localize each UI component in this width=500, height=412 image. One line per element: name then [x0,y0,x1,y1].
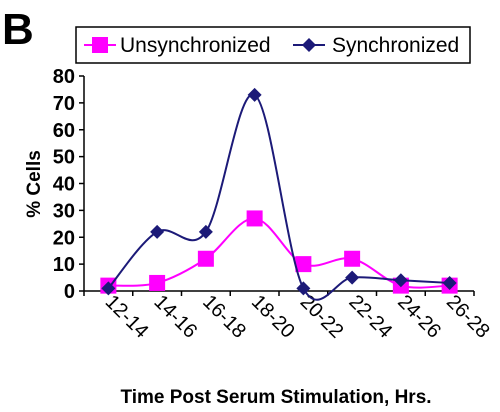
legend-synchronized-label: Synchronized [332,34,459,57]
data-point-synchronized [247,87,262,102]
data-point-unsynchronized [149,274,166,291]
y-tick-label: 60 [53,120,75,142]
data-point-unsynchronized [197,250,214,267]
x-tick-label: 22-24 [345,291,397,343]
data-point-synchronized [198,224,213,239]
series-layer [100,87,458,301]
x-axis-title: Time Post Serum Stimulation, Hrs. [120,387,431,408]
y-tick-label: 10 [53,254,75,276]
y-tick-label: 0 [64,281,75,303]
x-tick-label: 24-26 [393,291,445,343]
data-point-synchronized [101,281,116,296]
x-tick-label: 18-20 [247,291,299,343]
data-point-synchronized [393,273,408,288]
y-axis: 0 10 20 30 40 50 60 70 80 [53,66,85,303]
y-tick-label: 70 [53,93,75,115]
y-tick-label: 80 [53,66,75,88]
legend: Unsynchronized Synchronized [75,26,471,64]
data-point-unsynchronized [246,210,263,227]
data-point-synchronized [150,224,165,239]
data-point-synchronized [442,275,457,290]
legend-synchronized-marker [302,38,316,52]
x-tick-label: 14-16 [150,291,202,343]
data-point-unsynchronized [344,250,361,267]
y-tick-label: 30 [53,200,75,222]
y-tick-label: 50 [53,147,75,169]
panel-label: B [2,5,34,54]
legend-unsynchronized-marker [92,37,108,53]
data-point-synchronized [345,270,360,285]
legend-box [75,26,471,64]
y-tick-label: 20 [53,227,75,249]
series-line-synchronized [107,93,450,301]
data-point-synchronized [296,281,311,296]
x-tick-label: 16-18 [198,291,250,343]
data-point-unsynchronized [295,256,312,273]
y-axis-title: % Cells [24,150,45,218]
x-tick-label: 26-28 [442,291,494,343]
x-tick-label: 12-14 [101,291,153,343]
legend-unsynchronized-label: Unsynchronized [120,34,271,57]
y-tick-label: 40 [53,174,75,196]
